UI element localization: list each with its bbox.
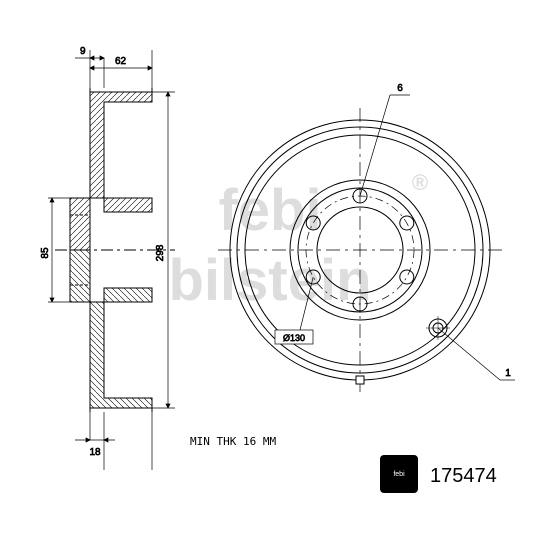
section-lower <box>70 250 152 412</box>
callout-6: 6 <box>397 83 403 94</box>
dim-130: Ø130 <box>283 333 305 343</box>
part-number: 175474 <box>430 465 497 488</box>
watermark-line2: bilstein <box>168 248 371 313</box>
watermark-reg: ® <box>412 170 428 195</box>
dim-85: 85 <box>40 247 51 259</box>
drawing-canvas: febi ® bilstein <box>0 0 540 540</box>
dim-9: 9 <box>80 46 86 57</box>
dim-18: 18 <box>89 447 101 458</box>
dim-298: 298 <box>155 244 166 261</box>
dim-62: 62 <box>115 56 127 67</box>
min-thk-note: MIN THK 16 MM <box>190 435 276 448</box>
watermark-line1: febi <box>218 178 321 243</box>
callout-1: 1 <box>505 368 511 379</box>
section-upper <box>70 88 152 250</box>
febi-logo: febi <box>380 455 418 493</box>
index-notch <box>356 376 364 384</box>
